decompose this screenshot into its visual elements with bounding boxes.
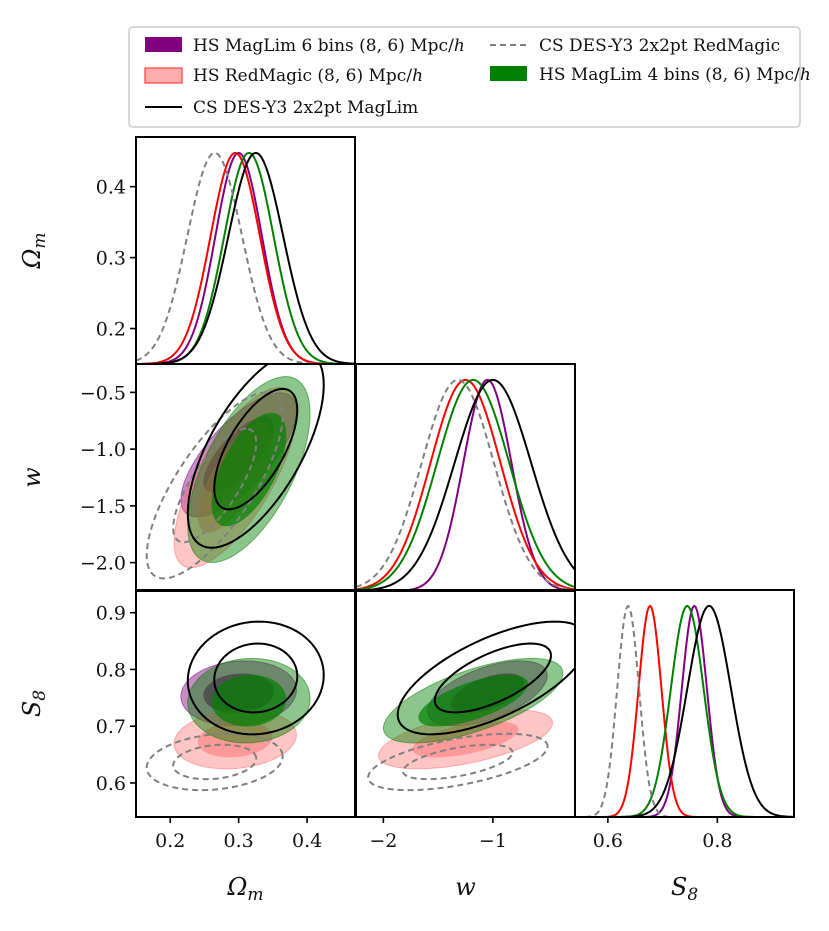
legend-label-des-redmagic: CS DES-Y3 2x2pt RedMagic bbox=[539, 36, 780, 56]
ytick-label-om: 0.3 bbox=[96, 248, 126, 270]
panel-s8-om bbox=[145, 620, 325, 792]
contour-95-w-om-cs-des-y3-2x2pt-maglim bbox=[186, 364, 325, 549]
ylabel-s8: S8 bbox=[18, 690, 50, 717]
marginal-curve-w-hs-maglim-6-bins-8-6-mpc-h bbox=[356, 378, 575, 591]
ylabel-w: w bbox=[18, 467, 46, 488]
xtick-label-s8: 0.8 bbox=[702, 830, 732, 852]
contour-95-s8-om-cs-des-y3-2x2pt-maglim bbox=[186, 620, 325, 736]
marginal-curve-s8-hs-maglim-4-bins-8-6-mpc-h bbox=[575, 604, 794, 817]
legend-swatch-redmagic bbox=[144, 67, 183, 84]
legend-frame bbox=[128, 26, 801, 128]
legend-label-maglim6: HS MagLim 6 bins (8, 6) Mpc/h bbox=[193, 36, 465, 56]
legend: HS MagLim 6 bins (8, 6) Mpc/h CS DES-Y3 … bbox=[128, 26, 811, 128]
legend-swatch-maglim6 bbox=[145, 37, 182, 52]
marginal-curve-w-hs-maglim-4-bins-8-6-mpc-h bbox=[356, 378, 575, 591]
contour-68-s8-w-cs-des-y3-2x2pt-maglim bbox=[433, 642, 553, 714]
panel-grid bbox=[135, 136, 795, 818]
marginal-curve-w-hs-redmagic-8-6-mpc-h bbox=[356, 378, 575, 591]
contour-68-s8-w-cs-des-y3-2x2pt-redmagic bbox=[402, 743, 514, 781]
ytick-label-s8: 0.8 bbox=[96, 659, 126, 681]
contour-68-w-om-cs-des-y3-2x2pt-maglim bbox=[213, 387, 299, 511]
ytick-label-w: −1.0 bbox=[80, 439, 126, 461]
contour-68-s8-om-hs-redmagic-8-6-mpc-h bbox=[197, 721, 273, 758]
marginal-curve-om-hs-redmagic-8-6-mpc-h bbox=[136, 151, 355, 364]
xtick-label-om: 0.2 bbox=[155, 830, 185, 852]
contour-68-s8-w-hs-maglim-4-bins-8-6-mpc-h bbox=[418, 674, 528, 727]
xtick-label-w: −2 bbox=[369, 830, 397, 852]
panel-w-om bbox=[145, 364, 325, 580]
panel-w-w bbox=[356, 378, 575, 591]
ytick-label-w: −1.5 bbox=[80, 496, 126, 518]
xlabel-om: Ωm bbox=[226, 873, 263, 905]
panel-s8-w bbox=[367, 620, 575, 792]
xtick-label-s8: 0.6 bbox=[593, 830, 623, 852]
marginal-curve-s8-hs-redmagic-8-6-mpc-h bbox=[575, 604, 794, 817]
legend-label-des-maglim: CS DES-Y3 2x2pt MagLim bbox=[193, 98, 418, 118]
marginal-curve-s8-cs-des-y3-2x2pt-maglim bbox=[575, 604, 794, 817]
contour-95-s8-w-cs-des-y3-2x2pt-redmagic bbox=[367, 732, 549, 792]
axis-labels: 0.2 0.3 0.4 Ωm −2.0 −1.5 −1.0 −0.5 w 0.6 0.7 0.8 0.9… bbox=[18, 177, 732, 905]
marginal-curve-w-cs-des-y3-2x2pt-maglim bbox=[356, 378, 575, 591]
marginal-curve-om-hs-maglim-4-bins-8-6-mpc-h bbox=[136, 151, 355, 364]
xlabel-w: w bbox=[455, 873, 476, 901]
xtick-label-w: −1 bbox=[479, 830, 507, 852]
panel-om-om bbox=[136, 151, 355, 364]
legend-label-maglim4: HS MagLim 4 bins (8, 6) Mpc/h bbox=[539, 65, 811, 85]
xtick-label-om: 0.3 bbox=[224, 830, 254, 852]
marginal-curve-s8-hs-maglim-6-bins-8-6-mpc-h bbox=[575, 604, 794, 817]
ytick-label-om: 0.2 bbox=[96, 319, 126, 341]
ytick-label-w: −0.5 bbox=[80, 382, 126, 404]
marginal-curve-om-cs-des-y3-2x2pt-maglim bbox=[136, 151, 355, 364]
contour-68-s8-om-cs-des-y3-2x2pt-maglim bbox=[213, 642, 299, 714]
legend-label-redmagic: HS RedMagic (8, 6) Mpc/h bbox=[193, 66, 423, 86]
ylabel-om: Ωm bbox=[18, 232, 50, 269]
panel-s8-s8 bbox=[575, 604, 794, 817]
ytick-label-s8: 0.6 bbox=[96, 773, 126, 795]
contour-95-s8-w-cs-des-y3-2x2pt-maglim bbox=[396, 620, 575, 736]
contour-68-s8-om-hs-maglim-4-bins-8-6-mpc-h bbox=[211, 674, 287, 727]
contour-68-s8-w-hs-redmagic-8-6-mpc-h bbox=[412, 721, 519, 758]
ytick-label-s8: 0.7 bbox=[96, 716, 126, 738]
xtick-label-om: 0.4 bbox=[292, 830, 322, 852]
contour-68-w-om-cs-des-y3-2x2pt-redmagic bbox=[172, 427, 258, 544]
contour-68-s8-om-cs-des-y3-2x2pt-redmagic bbox=[172, 743, 258, 781]
marginal-curve-om-hs-maglim-6-bins-8-6-mpc-h bbox=[136, 151, 355, 364]
marginal-curve-om-cs-des-y3-2x2pt-redmagic bbox=[136, 151, 355, 364]
ytick-label-om: 0.4 bbox=[96, 177, 126, 199]
ytick-label-w: −2.0 bbox=[80, 553, 126, 575]
marginal-curve-s8-cs-des-y3-2x2pt-redmagic bbox=[575, 604, 794, 817]
xlabel-s8: S8 bbox=[671, 873, 698, 905]
panel-frame-s8-s8 bbox=[574, 589, 795, 818]
ytick-label-s8: 0.9 bbox=[96, 603, 126, 625]
legend-swatch-maglim4 bbox=[490, 66, 527, 81]
contour-95-w-om-cs-des-y3-2x2pt-redmagic bbox=[145, 391, 284, 580]
marginal-curve-w-cs-des-y3-2x2pt-redmagic bbox=[356, 378, 575, 591]
